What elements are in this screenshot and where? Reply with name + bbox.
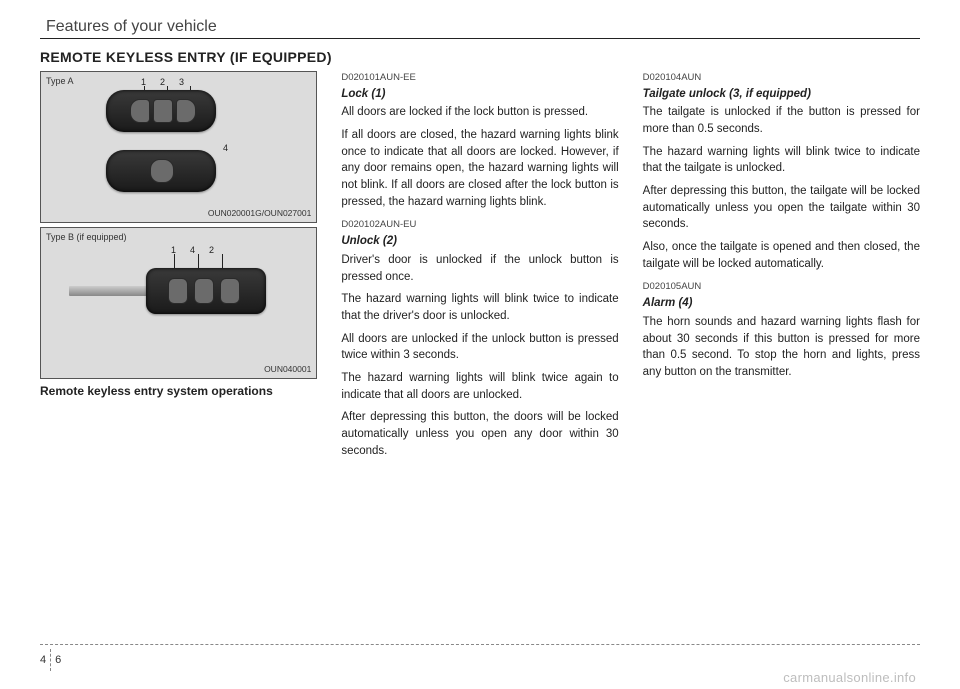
callout-4: 4	[223, 142, 228, 155]
operations-heading: Remote keyless entry system operations	[40, 383, 317, 400]
chapter-title: Features of your vehicle	[40, 18, 920, 36]
lock-p1: All doors are locked if the lock button …	[341, 104, 618, 121]
figure-type-a: Type A 1 2 3 4 OUN02	[40, 71, 317, 223]
tailgate-p4: Also, once the tailgate is opened and th…	[643, 239, 920, 272]
keyfob-button	[150, 159, 174, 183]
unlock-title: Unlock (2)	[341, 233, 618, 250]
tailgate-title: Tailgate unlock (3, if equipped)	[643, 86, 920, 103]
keyfob-button	[153, 99, 173, 123]
figure-a-label: Type A	[46, 75, 74, 88]
unlock-code: D020102AUN-EU	[341, 218, 618, 232]
unlock-p2: The hazard warning lights will blink twi…	[341, 291, 618, 324]
callout-2: 2	[160, 76, 165, 89]
tailgate-p2: The hazard warning lights will blink twi…	[643, 144, 920, 177]
figure-a-code: OUN020001G/OUN027001	[208, 207, 311, 219]
figure-type-b: Type B (if equipped) 1 4 2 OUN040001	[40, 227, 317, 379]
keyfob-a-top	[106, 90, 216, 132]
keyfob-button	[194, 278, 214, 304]
footer-rule	[40, 644, 920, 645]
key-blade	[69, 286, 147, 296]
keyfob-button	[220, 278, 240, 304]
unlock-p1: Driver's door is unlocked if the unlock …	[341, 252, 618, 285]
content-columns: Type A 1 2 3 4 OUN02	[40, 71, 920, 465]
lock-title: Lock (1)	[341, 86, 618, 103]
unlock-p3: All doors are unlocked if the unlock but…	[341, 331, 618, 364]
section-title: REMOTE KEYLESS ENTRY (IF EQUIPPED)	[40, 49, 920, 65]
page-num-separator	[50, 649, 51, 671]
lock-code: D020101AUN-EE	[341, 71, 618, 85]
page-numbers: 4 6	[40, 649, 920, 671]
keyfob-button	[168, 278, 188, 304]
page-num-page: 6	[55, 654, 61, 666]
unlock-p5: After depressing this button, the doors …	[341, 409, 618, 459]
tailgate-p1: The tailgate is unlocked if the button i…	[643, 104, 920, 137]
tailgate-p3: After depressing this button, the tailga…	[643, 183, 920, 233]
page-footer: 4 6	[40, 644, 920, 671]
callout-b3: 2	[209, 244, 214, 257]
keyfob-button	[176, 99, 196, 123]
watermark: carmanualsonline.info	[783, 670, 916, 685]
figure-b-callouts: 1 4 2	[171, 244, 214, 257]
page-num-chapter: 4	[40, 654, 46, 666]
figure-b-label: Type B (if equipped)	[46, 231, 127, 244]
column-1: Type A 1 2 3 4 OUN02	[40, 71, 317, 465]
alarm-p1: The horn sounds and hazard warning light…	[643, 314, 920, 381]
figure-a-callouts: 1 2 3	[141, 76, 184, 89]
keyfob-a-bottom	[106, 150, 216, 192]
keyfob-button	[130, 99, 150, 123]
callout-b2: 4	[190, 244, 195, 257]
column-3: D020104AUN Tailgate unlock (3, if equipp…	[643, 71, 920, 465]
alarm-title: Alarm (4)	[643, 295, 920, 312]
title-rule	[40, 38, 920, 39]
lock-p2: If all doors are closed, the hazard warn…	[341, 127, 618, 210]
tailgate-code: D020104AUN	[643, 71, 920, 85]
callout-3: 3	[179, 76, 184, 89]
keyfob-b	[146, 268, 266, 314]
alarm-code: D020105AUN	[643, 280, 920, 294]
column-2: D020101AUN-EE Lock (1) All doors are loc…	[341, 71, 618, 465]
figure-b-code: OUN040001	[264, 363, 311, 375]
unlock-p4: The hazard warning lights will blink twi…	[341, 370, 618, 403]
